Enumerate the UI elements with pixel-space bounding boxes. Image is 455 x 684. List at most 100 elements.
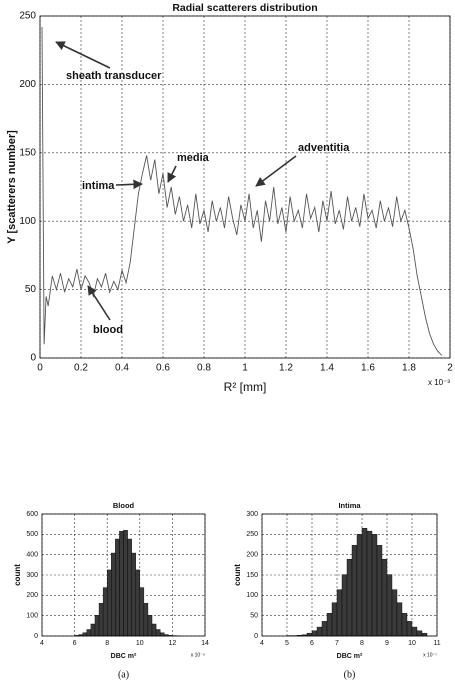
y-axis-label: count [13, 564, 22, 586]
x-multiplier: x 10⁻⁹ [191, 652, 205, 658]
histogram-bar [321, 621, 328, 637]
plot-frame [261, 513, 438, 637]
annotation-arrow [115, 179, 143, 190]
histogram-bar [90, 623, 96, 637]
x-tick-label: 8 [360, 640, 364, 647]
x-tick-label: 4 [40, 640, 44, 647]
annotation: intima [82, 180, 115, 192]
histogram-bar [356, 534, 363, 637]
y-tick-label: 100 [246, 592, 258, 599]
y-tick-label: 500 [26, 531, 38, 538]
histogram-bar [386, 574, 393, 637]
histogram-bar [311, 630, 318, 637]
y-tick-label: 0 [34, 633, 38, 640]
y-tick-label: 400 [26, 552, 38, 559]
y-tick-label: 250 [246, 531, 258, 538]
histogram-bar [98, 603, 104, 637]
histogram-bar [147, 615, 153, 637]
histogram-bar [316, 626, 323, 637]
x-axis-label: DBC m² [111, 653, 137, 660]
histogram-bar [346, 558, 353, 637]
x-tick-label: 0 [37, 363, 43, 374]
y-tick-label: 0 [30, 353, 36, 364]
annotation: sheath transducer [66, 70, 162, 82]
x-tick-label: 10 [408, 640, 416, 647]
histogram-bar [401, 613, 408, 637]
x-tick-label: 7 [335, 640, 339, 647]
caption: (a) [118, 669, 129, 680]
x-tick-label: 2 [447, 363, 453, 374]
x-tick-label: 8 [105, 640, 109, 647]
histogram-bar [421, 632, 428, 637]
histogram-bar [82, 632, 88, 637]
histogram-bar [155, 629, 161, 637]
y-tick-label: 300 [26, 572, 38, 579]
histogram-bar [123, 530, 128, 637]
x-multiplier: x 10⁻³ [428, 378, 450, 387]
histogram-bar [331, 602, 338, 637]
histogram-bar [361, 528, 368, 637]
annotation-arrow [167, 165, 177, 183]
x-tick-label: 0.2 [74, 363, 88, 374]
histogram-bar [94, 615, 100, 637]
x-tick-label: 1.4 [320, 363, 334, 374]
y-tick-label: 250 [19, 11, 36, 22]
histogram-bar [111, 552, 116, 637]
annotation: media [177, 152, 210, 164]
annotation-arrow [255, 155, 297, 187]
histogram-bar [396, 602, 403, 637]
x-tick-label: 0.6 [156, 363, 170, 374]
annotation: blood [93, 324, 123, 336]
y-tick-label: 200 [246, 552, 258, 559]
histogram-bar [381, 558, 388, 637]
histogram-bar [366, 530, 373, 637]
x-tick-label: 1.6 [361, 363, 375, 374]
histogram-bar [131, 552, 136, 637]
y-tick-label: 300 [246, 511, 258, 518]
plot-frame [39, 15, 451, 359]
histogram-bar [341, 574, 348, 637]
histogram-bar [102, 587, 108, 637]
y-tick-label: 0 [254, 633, 258, 640]
histogram-bar [143, 603, 149, 637]
histogram-bar [336, 589, 343, 637]
histogram-bar [326, 613, 333, 637]
x-tick-label: 1.2 [279, 363, 293, 374]
histogram-bar [135, 569, 141, 637]
histogram-bar [306, 632, 313, 637]
x-tick-label: 0.4 [115, 363, 129, 374]
histogram-bar [115, 538, 120, 637]
y-tick-label: 200 [19, 79, 36, 90]
x-axis-label: R² [mm] [224, 380, 267, 394]
histogram-bar [376, 545, 383, 637]
histogram-bar [406, 621, 413, 637]
y-axis-label: count [233, 564, 242, 586]
y-tick-label: 50 [250, 613, 258, 620]
x-tick-label: 0.8 [197, 363, 211, 374]
chart-title: Blood [113, 501, 135, 510]
histogram-bar [106, 569, 112, 637]
y-tick-label: 600 [26, 511, 38, 518]
histogram-bar [391, 589, 398, 637]
y-tick-label: 200 [26, 592, 38, 599]
chart-title: Intima [338, 501, 361, 510]
histogram-bar [159, 632, 165, 637]
histogram-bar [119, 531, 124, 637]
plot-frame [41, 513, 206, 637]
x-tick-label: 6 [73, 640, 77, 647]
histogram-bar [139, 587, 145, 637]
x-tick-label: 5 [285, 640, 289, 647]
histogram-bar [86, 629, 92, 637]
y-tick-label: 150 [246, 572, 258, 579]
x-tick-label: 9 [385, 640, 389, 647]
x-tick-label: 12 [169, 640, 177, 647]
chart-title: Radial scatterers distribution [172, 2, 317, 14]
x-tick-label: 1.8 [402, 363, 416, 374]
data-line [41, 26, 443, 356]
x-tick-label: 10 [136, 640, 144, 647]
histogram-bar [151, 623, 157, 637]
histogram-bar [127, 538, 132, 637]
x-tick-label: 1 [242, 363, 248, 374]
y-tick-label: 100 [19, 216, 36, 227]
